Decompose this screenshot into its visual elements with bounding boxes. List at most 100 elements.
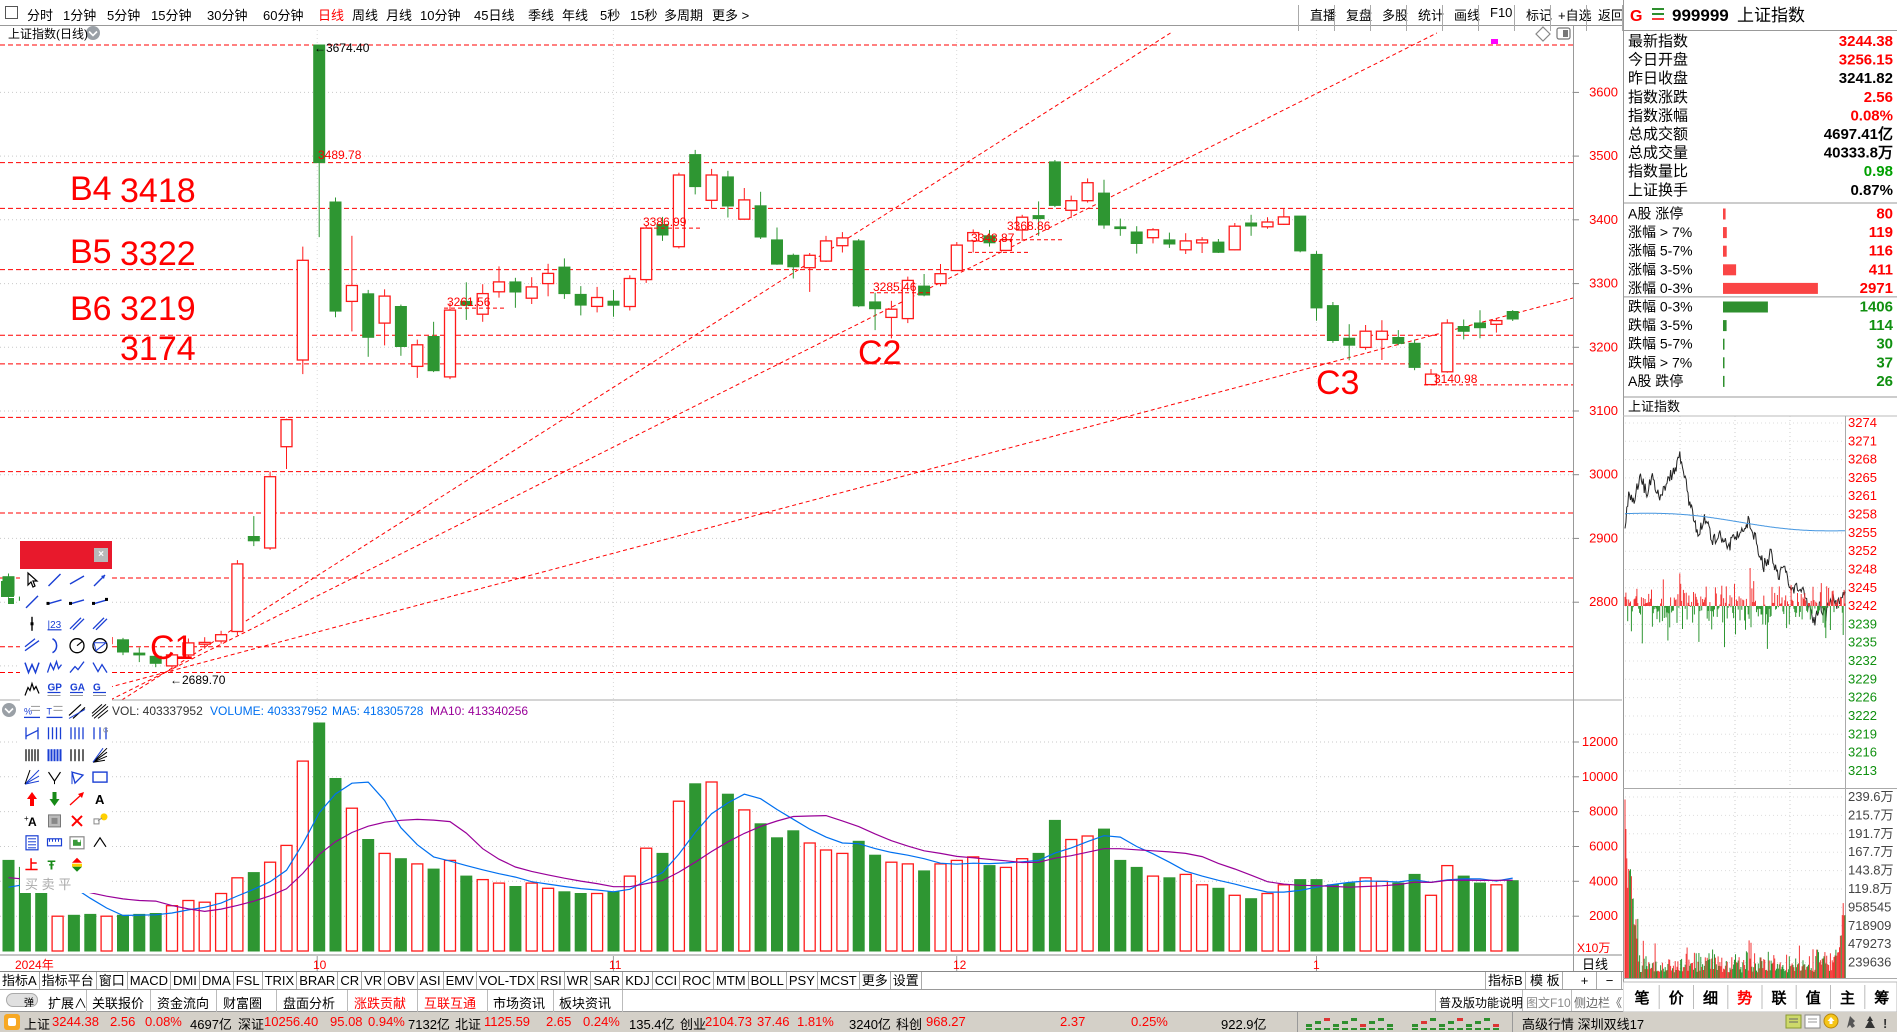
svg-text:跌幅 5-7%: 跌幅 5-7% xyxy=(1628,336,1693,352)
svg-text:主: 主 xyxy=(1840,989,1855,1007)
svg-text:T: T xyxy=(47,706,53,716)
svg-text:3322: 3322 xyxy=(120,235,196,273)
svg-text:上: 上 xyxy=(25,858,38,873)
svg-text:12000: 12000 xyxy=(1582,734,1618,749)
svg-text:2000: 2000 xyxy=(1589,908,1618,923)
svg-text:上证指数: 上证指数 xyxy=(1737,6,1805,25)
svg-text:0.98: 0.98 xyxy=(1864,163,1893,180)
svg-text:3418: 3418 xyxy=(120,172,196,210)
svg-text:跌幅 > 7%: 跌幅 > 7% xyxy=(1628,354,1692,370)
svg-text:3000: 3000 xyxy=(1589,467,1618,482)
svg-text:涨幅 > 7%: 涨幅 > 7% xyxy=(1628,224,1692,240)
svg-text:718909: 718909 xyxy=(1848,918,1891,933)
svg-text:0.08%: 0.08% xyxy=(1850,107,1893,124)
svg-text:10000: 10000 xyxy=(1582,769,1618,784)
svg-text:2971: 2971 xyxy=(1860,280,1893,297)
svg-text:势: 势 xyxy=(1737,989,1752,1007)
svg-text:26: 26 xyxy=(1876,373,1893,390)
svg-text:|23: |23 xyxy=(48,620,62,631)
svg-text:A: A xyxy=(28,815,37,829)
svg-text:3500: 3500 xyxy=(1589,148,1618,163)
svg-text:2.56: 2.56 xyxy=(1864,89,1893,106)
svg-text:3368.86: 3368.86 xyxy=(1007,219,1051,233)
svg-text:X10万: X10万 xyxy=(1577,941,1610,955)
svg-text:3241.82: 3241.82 xyxy=(1839,70,1893,87)
svg-text:3226: 3226 xyxy=(1848,690,1877,705)
svg-text:B4: B4 xyxy=(70,170,112,208)
svg-text:3256.15: 3256.15 xyxy=(1839,52,1893,69)
svg-text:2024年: 2024年 xyxy=(15,958,54,972)
svg-text:3300: 3300 xyxy=(1589,276,1618,291)
svg-text:3229: 3229 xyxy=(1848,671,1877,686)
svg-text:价: 价 xyxy=(1669,990,1685,1007)
svg-text:4000: 4000 xyxy=(1589,873,1618,888)
svg-text:4697.41亿: 4697.41亿 xyxy=(1824,125,1893,143)
svg-text:筹: 筹 xyxy=(1874,989,1889,1007)
svg-text:3242: 3242 xyxy=(1848,598,1877,613)
svg-text:值: 值 xyxy=(1806,989,1821,1007)
svg-text:总成交额: 总成交额 xyxy=(1628,125,1688,143)
svg-text:3140.98: 3140.98 xyxy=(1434,372,1478,386)
svg-text:3200: 3200 xyxy=(1589,339,1618,354)
svg-text:3400: 3400 xyxy=(1589,212,1618,227)
svg-text:10: 10 xyxy=(313,958,327,972)
svg-text:G: G xyxy=(103,727,108,734)
svg-text:G: G xyxy=(1630,8,1642,25)
svg-text:999999: 999999 xyxy=(1672,6,1729,25)
svg-text:A股 涨停: A股 涨停 xyxy=(1628,206,1683,222)
svg-text:191.7万: 191.7万 xyxy=(1848,826,1894,841)
svg-text:3348.87: 3348.87 xyxy=(971,231,1015,245)
svg-text:3235: 3235 xyxy=(1848,635,1877,650)
svg-text:3285.46: 3285.46 xyxy=(873,280,917,294)
svg-text:上证指数(日线): 上证指数(日线) xyxy=(8,26,88,41)
svg-text:3248: 3248 xyxy=(1848,562,1877,577)
svg-text:1406: 1406 xyxy=(1860,299,1893,316)
svg-text:3216: 3216 xyxy=(1848,745,1877,760)
svg-text:114: 114 xyxy=(1869,317,1894,334)
svg-text:1: 1 xyxy=(1313,958,1320,972)
svg-text:3232: 3232 xyxy=(1848,653,1877,668)
svg-text:涨幅 5-7%: 涨幅 5-7% xyxy=(1628,243,1693,259)
svg-text:3222: 3222 xyxy=(1848,708,1877,723)
svg-text:B6: B6 xyxy=(70,290,112,328)
svg-text:3271: 3271 xyxy=(1848,433,1877,448)
svg-text:239636: 239636 xyxy=(1848,955,1891,970)
svg-text:指数涨跌: 指数涨跌 xyxy=(1628,89,1688,106)
svg-text:VOLUME: 403337952: VOLUME: 403337952 xyxy=(210,704,328,718)
svg-text:8000: 8000 xyxy=(1589,804,1618,819)
svg-text:+: + xyxy=(24,814,29,823)
svg-text:C1: C1 xyxy=(150,629,193,667)
svg-text:GP: GP xyxy=(48,683,63,694)
svg-text:80: 80 xyxy=(1876,206,1893,223)
svg-text:40333.8万: 40333.8万 xyxy=(1824,145,1893,162)
svg-text:119: 119 xyxy=(1869,224,1893,241)
svg-text:涨幅 0-3%: 涨幅 0-3% xyxy=(1628,280,1693,296)
svg-text:昨日收盘: 昨日收盘 xyxy=(1628,69,1688,87)
svg-text:239.6万: 239.6万 xyxy=(1848,789,1894,804)
svg-text:3100: 3100 xyxy=(1589,403,1618,418)
svg-text:119.8万: 119.8万 xyxy=(1848,881,1893,896)
svg-text:G: G xyxy=(93,683,101,694)
svg-text:3244.38: 3244.38 xyxy=(1839,33,1893,50)
svg-text:37: 37 xyxy=(1876,354,1893,371)
svg-text:3600: 3600 xyxy=(1589,84,1618,99)
svg-text:3489.78: 3489.78 xyxy=(318,148,362,162)
svg-text:3219: 3219 xyxy=(120,290,196,328)
svg-text:3261.56: 3261.56 xyxy=(447,295,491,309)
svg-text:3255: 3255 xyxy=(1848,525,1877,540)
svg-text:GA: GA xyxy=(70,683,85,694)
svg-text:6000: 6000 xyxy=(1589,839,1618,854)
svg-text:411: 411 xyxy=(1869,261,1893,278)
svg-text:Ŧ: Ŧ xyxy=(48,858,56,873)
svg-text:←3674.40: ←3674.40 xyxy=(314,41,370,55)
svg-text:最新指数: 最新指数 xyxy=(1628,33,1688,50)
svg-text:细: 细 xyxy=(1703,989,1718,1007)
svg-text:167.7万: 167.7万 xyxy=(1848,844,1894,859)
svg-text:跌幅 3-5%: 跌幅 3-5% xyxy=(1628,317,1693,333)
svg-text:3245: 3245 xyxy=(1848,580,1877,595)
svg-text:上证换手: 上证换手 xyxy=(1628,182,1688,199)
svg-text:指数涨幅: 指数涨幅 xyxy=(1628,107,1688,124)
svg-text:←2689.70: ←2689.70 xyxy=(170,673,226,687)
svg-text:2800: 2800 xyxy=(1589,594,1618,609)
svg-text:3265: 3265 xyxy=(1848,470,1877,485)
